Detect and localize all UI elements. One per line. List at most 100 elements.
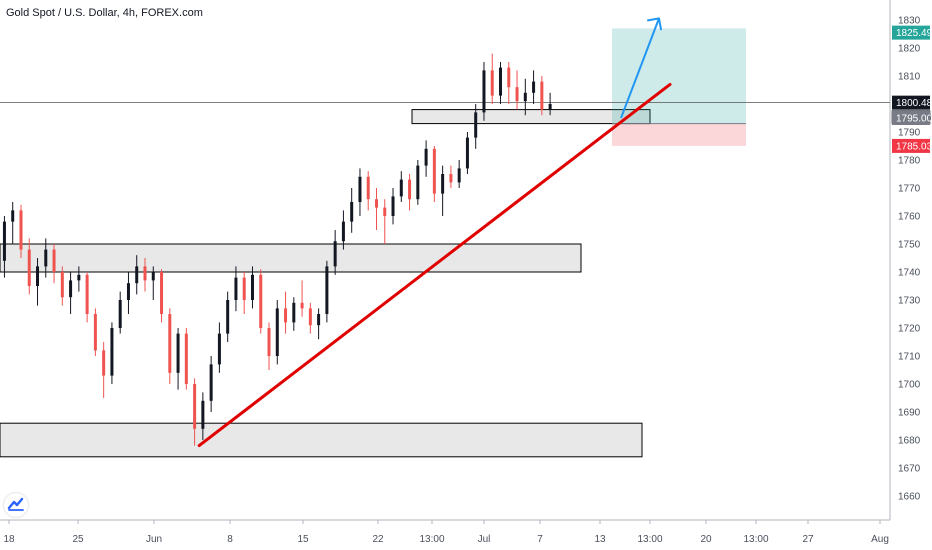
x-tick-label: Aug (871, 534, 889, 545)
target-price-label-bg (892, 25, 930, 40)
zone-rect-2 (0, 243, 582, 273)
stop-price-label: 1785.03 (896, 141, 932, 152)
y-tick-label: 1660 (898, 492, 921, 503)
candle-body-34 (284, 308, 288, 323)
candle-body-66 (548, 104, 552, 110)
candle-body-44 (366, 176, 370, 200)
target-price-label: 1825.49 (896, 28, 932, 39)
candle-body-36 (300, 302, 304, 309)
y-tick-label: 1730 (898, 296, 921, 307)
candle-body-39 (325, 266, 329, 314)
candle-body-38 (317, 314, 321, 326)
candle-body-60 (499, 67, 503, 96)
y-tick-label: 1810 (898, 72, 921, 83)
candle-body-41 (341, 221, 345, 242)
candle-body-49 (408, 179, 412, 200)
candle-body-20 (168, 314, 172, 373)
candle-body-15 (126, 283, 130, 300)
entry-price-label: 1795.00 (896, 114, 932, 125)
candle-body-58 (482, 70, 486, 113)
candle-body-63 (523, 92, 527, 102)
candle-body-35 (292, 302, 296, 323)
candle-body-62 (515, 87, 519, 102)
candle-body-10 (85, 274, 89, 314)
candle-body-47 (391, 196, 395, 216)
y-tick-label: 1670 (898, 464, 921, 475)
x-tick-label: 8 (227, 534, 233, 545)
x-tick-label: 27 (802, 534, 814, 545)
candle-body-43 (358, 176, 362, 202)
x-tick-label: 18 (3, 534, 15, 545)
y-tick-label: 1720 (898, 324, 921, 335)
candle-body-55 (457, 168, 461, 183)
x-tick-label: 20 (700, 534, 712, 545)
position-stop-area (612, 123, 746, 146)
y-tick-label: 1680 (898, 436, 921, 447)
candle-body-40 (333, 241, 337, 267)
position-target-area (612, 28, 746, 124)
candle-body-37 (308, 308, 312, 326)
x-tick-label: 13:00 (637, 534, 662, 545)
candle-body-53 (441, 174, 445, 194)
candle-body-27 (226, 300, 230, 334)
y-tick-label: 1740 (898, 268, 921, 279)
y-tick-label: 1780 (898, 156, 921, 167)
y-tick-label: 1700 (898, 380, 921, 391)
candle-body-30 (250, 274, 254, 300)
candle-body-59 (490, 70, 494, 96)
candle-body-5 (44, 249, 48, 267)
tradingview-logo-icon[interactable] (4, 493, 28, 517)
zone-rect-3 (0, 422, 643, 458)
x-tick-label: Jun (146, 534, 162, 545)
entry-price-label-bg (892, 111, 930, 125)
candle-body-54 (449, 174, 453, 183)
x-tick-label: 22 (372, 534, 384, 545)
candle-body-4 (36, 266, 40, 286)
candle-body-17 (143, 266, 147, 281)
candle-body-8 (69, 280, 73, 298)
projection-arrow-line (620, 18, 660, 119)
trendline (197, 82, 672, 448)
candle-body-0 (2, 221, 6, 261)
y-tick-label: 1770 (898, 184, 921, 195)
x-tick-label: 25 (72, 534, 84, 545)
current-price-label: 1800.48 (896, 98, 932, 109)
candle-body-16 (135, 266, 139, 284)
y-tick-label: 1750 (898, 240, 921, 251)
candle-body-24 (201, 400, 205, 429)
candle-body-21 (176, 333, 180, 373)
candle-body-7 (60, 272, 64, 298)
candle-body-19 (160, 272, 164, 314)
candle-body-51 (424, 148, 428, 166)
candle-body-48 (399, 179, 403, 197)
candle-body-14 (118, 300, 122, 328)
y-tick-label: 1760 (898, 212, 921, 223)
candle-body-25 (209, 364, 213, 401)
x-tick-label: 7 (537, 534, 543, 545)
candle-body-28 (234, 277, 238, 300)
candle-body-56 (465, 137, 469, 169)
y-tick-label: 1790 (898, 128, 921, 139)
y-tick-label: 1820 (898, 44, 921, 55)
candle-body-33 (275, 308, 279, 356)
x-tick-label: 13:00 (743, 534, 768, 545)
candle-body-3 (27, 249, 31, 286)
candle-body-52 (432, 148, 436, 194)
candle-body-12 (102, 350, 106, 376)
candle-body-29 (242, 277, 246, 300)
y-tick-label: 1710 (898, 352, 921, 363)
candle-body-50 (416, 165, 420, 200)
candle-body-22 (184, 333, 188, 384)
candle-body-6 (52, 249, 56, 272)
x-tick-label: 15 (297, 534, 309, 545)
y-tick-label: 1830 (898, 16, 921, 27)
candle-body-42 (350, 202, 354, 222)
candle-body-11 (93, 314, 97, 351)
candle-body-1 (11, 210, 15, 222)
stop-price-label-bg (892, 138, 930, 153)
candle-body-26 (217, 333, 221, 365)
projection-arrow-head (647, 17, 662, 31)
candle-body-18 (151, 272, 155, 281)
candle-body-65 (540, 81, 544, 110)
